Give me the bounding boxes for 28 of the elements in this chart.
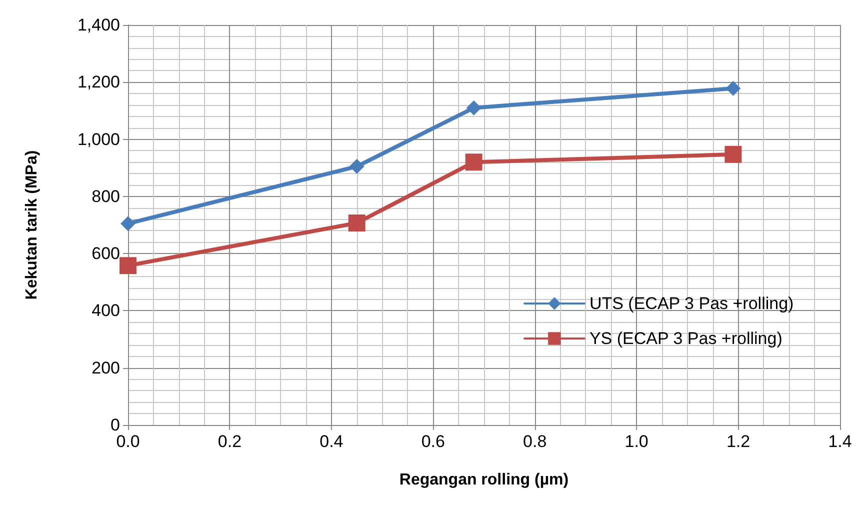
point <box>466 100 482 116</box>
x-tick-label: 1.0 <box>624 432 648 451</box>
point <box>465 154 482 171</box>
y-tick-label: 400 <box>92 301 120 320</box>
x-tick-label: 0.0 <box>116 432 140 451</box>
point <box>726 80 741 96</box>
x-tick-label: 0.4 <box>320 432 344 451</box>
x-tick-label: 0.8 <box>523 432 547 451</box>
y-tick-label: 200 <box>92 358 120 378</box>
y-tick-label: 800 <box>92 186 120 206</box>
y-tick-label: 600 <box>92 244 120 264</box>
y-tick-label: 1,200 <box>77 72 120 92</box>
y-tick-label: 1,400 <box>77 16 120 34</box>
y-tick-label: 1,000 <box>77 130 120 149</box>
y-tick-label: 0 <box>110 416 120 434</box>
x-axis-title: Regangan rolling (µm) <box>399 472 569 488</box>
point <box>120 216 136 232</box>
x-tick-label: 1.2 <box>726 432 750 451</box>
point <box>120 257 136 274</box>
point <box>348 214 366 232</box>
x-tick-label: 0.2 <box>218 432 242 451</box>
y-axis-title: Kekutan tarik (MPa) <box>24 150 40 300</box>
x-tick-label: 1.4 <box>828 432 852 451</box>
legend-label: UTS (ECAP 3 Pas +rolling) <box>589 294 794 313</box>
point <box>349 158 364 174</box>
legend-label: YS (ECAP 3 Pas +rolling) <box>589 329 782 348</box>
point <box>724 146 742 163</box>
x-tick-label: 0.6 <box>421 432 445 451</box>
